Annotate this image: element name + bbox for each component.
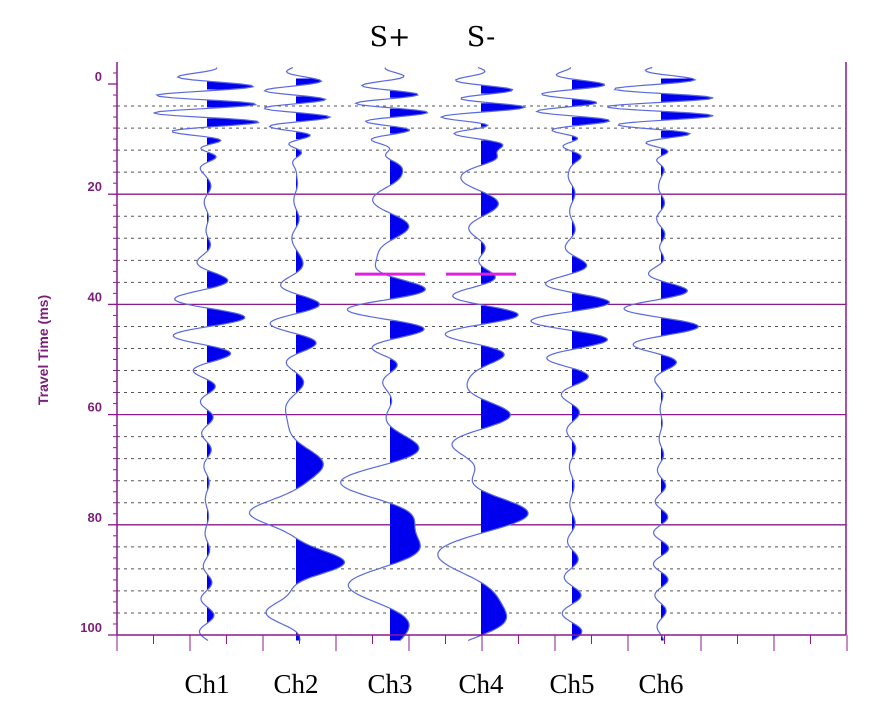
axes: 0 20 40 60 80 100 — [80, 62, 848, 651]
y-tick-label: 40 — [88, 289, 102, 304]
y-tick-label: 100 — [80, 620, 102, 635]
trace-fill-ch6 — [661, 78, 714, 641]
trace-line-ch5 — [530, 67, 611, 642]
trace-line-ch1 — [153, 67, 260, 641]
trace-line-ch6 — [607, 66, 714, 641]
trace-fill-ch3 — [390, 90, 428, 641]
channel-label-ch1: Ch1 — [184, 669, 229, 699]
channel-label-ch4: Ch4 — [458, 669, 504, 699]
y-tick-label: 60 — [88, 400, 102, 415]
trace-fill-ch4 — [481, 85, 529, 635]
trace-line-ch4 — [437, 66, 529, 642]
trace-line-ch2 — [248, 66, 346, 641]
labels: Travel Time (ms) Ch1 Ch2 Ch3 Ch4 Ch5 Ch6 S+ S- — [35, 22, 684, 699]
trace-line-ch3 — [340, 67, 429, 641]
channel-label-ch5: Ch5 — [549, 669, 594, 699]
annotation-ch3: S+ — [369, 22, 410, 53]
trace-fill-ch2 — [296, 78, 345, 641]
traces — [153, 66, 714, 642]
channel-label-ch3: Ch3 — [367, 669, 412, 699]
annotation-ch4: S- — [467, 22, 496, 53]
y-axis-label: Travel Time (ms) — [35, 295, 51, 405]
channel-label-ch2: Ch2 — [273, 669, 318, 699]
channel-label-ch6: Ch6 — [638, 669, 683, 699]
y-tick-label: 80 — [88, 510, 102, 525]
trace-fill-ch1 — [207, 81, 259, 623]
y-tick-label: 0 — [95, 69, 102, 84]
y-tick-label: 20 — [88, 179, 102, 194]
